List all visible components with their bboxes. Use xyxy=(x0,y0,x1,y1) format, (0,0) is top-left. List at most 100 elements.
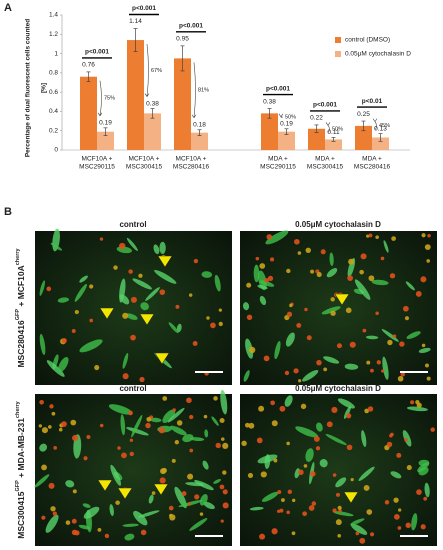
arrowhead xyxy=(343,491,359,504)
column-header: control xyxy=(119,220,146,229)
row-label-sup: GFP xyxy=(15,480,21,492)
cell xyxy=(219,418,225,424)
cell xyxy=(187,502,192,506)
cell xyxy=(389,273,396,279)
cell xyxy=(411,513,418,531)
cell xyxy=(248,346,256,354)
cell xyxy=(243,370,250,382)
cell xyxy=(146,416,152,422)
cell xyxy=(366,509,373,515)
cell xyxy=(218,321,223,327)
cell xyxy=(418,347,431,353)
x-tick-label: MDA + xyxy=(268,156,288,163)
change-arrow xyxy=(97,80,103,117)
cell xyxy=(286,441,290,446)
cell xyxy=(427,233,431,238)
cell xyxy=(305,448,314,462)
cell xyxy=(366,360,371,365)
cell xyxy=(397,526,402,530)
cell xyxy=(221,437,225,441)
cell xyxy=(316,422,323,432)
cell xyxy=(375,235,379,239)
cell xyxy=(253,264,260,283)
cell xyxy=(203,501,215,510)
cell xyxy=(122,373,129,380)
cell xyxy=(259,533,266,540)
p-value: p<0.001 xyxy=(179,23,203,30)
cell xyxy=(306,335,312,341)
row-label-sup: GFP xyxy=(15,309,21,321)
legend-swatch xyxy=(335,51,341,57)
cell xyxy=(286,268,291,274)
cell xyxy=(159,477,166,484)
cell xyxy=(281,498,285,502)
cell xyxy=(361,430,367,448)
cell xyxy=(365,335,379,340)
cell xyxy=(72,434,79,442)
cell xyxy=(47,425,52,429)
cell xyxy=(58,427,63,432)
cell xyxy=(277,490,282,495)
cell xyxy=(126,427,149,436)
cell xyxy=(246,314,253,321)
cell xyxy=(182,434,194,443)
cell xyxy=(65,480,75,488)
cell xyxy=(376,360,381,365)
cell xyxy=(302,370,319,382)
bar xyxy=(261,113,278,150)
cell xyxy=(296,322,302,328)
cell xyxy=(211,416,219,426)
cell xyxy=(332,511,354,517)
cell xyxy=(41,515,46,520)
cell xyxy=(371,279,389,286)
cell xyxy=(39,443,48,452)
cell xyxy=(97,527,102,532)
cell xyxy=(161,467,167,474)
cell xyxy=(210,322,216,329)
cell xyxy=(122,312,129,319)
cell xyxy=(316,359,322,366)
x-tick-label: MCF10A + xyxy=(176,156,207,163)
cell xyxy=(259,280,275,287)
cell xyxy=(329,252,334,267)
cell xyxy=(48,482,55,489)
cell xyxy=(389,433,393,438)
cell xyxy=(145,287,160,301)
arrowhead xyxy=(334,293,350,306)
x-tick-label: MSC290115 xyxy=(260,164,296,171)
cell xyxy=(187,473,194,480)
x-tick-label: MDA + xyxy=(315,156,335,163)
cell xyxy=(335,477,347,488)
cell xyxy=(83,456,88,461)
cell xyxy=(71,329,76,333)
cell xyxy=(416,402,422,408)
cell xyxy=(375,311,379,316)
cell xyxy=(337,398,355,409)
cell xyxy=(430,427,435,432)
cell xyxy=(330,310,336,316)
row-label: MSC300415GFP + MDA-MB-231cherry xyxy=(15,400,26,538)
cell xyxy=(108,404,133,415)
cell xyxy=(387,339,393,346)
cell xyxy=(41,427,48,434)
cell xyxy=(206,316,210,320)
cell xyxy=(405,281,415,291)
cell xyxy=(382,356,389,380)
scale-bar xyxy=(195,371,223,373)
cell xyxy=(270,257,275,262)
cell xyxy=(308,505,315,511)
cell xyxy=(362,328,367,333)
arrowhead xyxy=(157,255,173,268)
value-label: 0.95 xyxy=(176,36,189,43)
cell xyxy=(115,500,120,505)
cell xyxy=(79,339,103,353)
cell xyxy=(326,421,333,428)
cell xyxy=(310,269,315,274)
cell xyxy=(310,471,316,477)
change-arrow xyxy=(191,62,197,119)
cell xyxy=(293,368,299,374)
cell xyxy=(396,452,402,458)
y-axis-unit: [%] xyxy=(41,83,48,93)
cell xyxy=(129,438,134,442)
